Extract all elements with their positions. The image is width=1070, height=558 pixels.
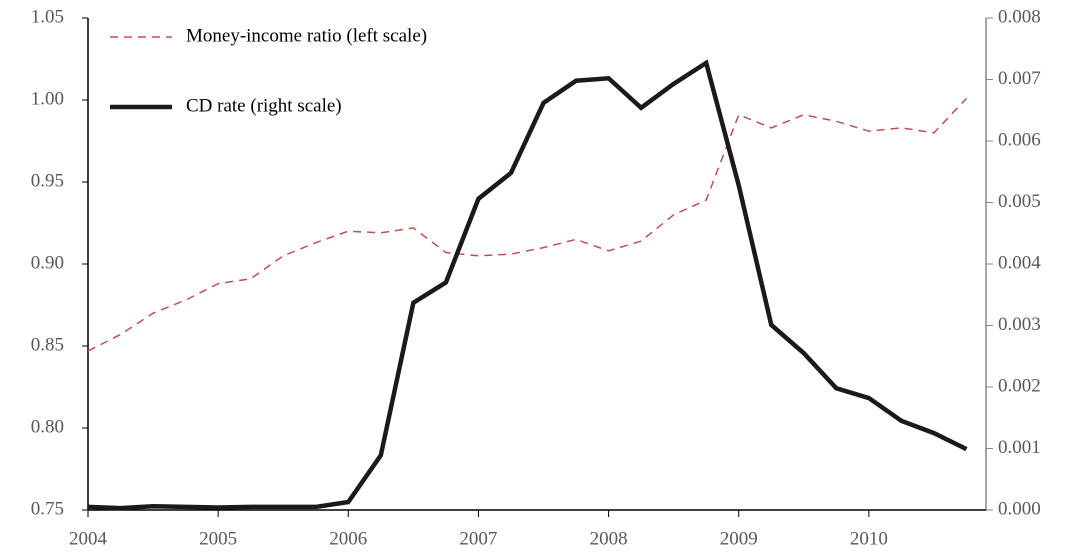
y2-tick-label: 0.004 (998, 252, 1041, 273)
x-tick-label: 2009 (720, 528, 758, 549)
series-line (87, 59, 968, 511)
legend-label: Money-income ratio (left scale) (186, 25, 427, 46)
y-tick-label: 1.00 (31, 88, 64, 109)
y2-tick-label: 0.005 (998, 191, 1041, 212)
x-tick-label: 2004 (69, 528, 108, 549)
series-line (87, 97, 968, 352)
y2-tick-label: 0.003 (998, 314, 1041, 335)
y-tick-label: 0.90 (31, 252, 64, 273)
y2-tick-label: 0.007 (998, 68, 1041, 89)
y2-tick-label: 0.008 (998, 6, 1041, 27)
legend-label: CD rate (right scale) (186, 95, 342, 116)
x-tick-label: 2010 (850, 528, 888, 549)
y-tick-label: 1.05 (31, 6, 64, 27)
y-tick-label: 0.95 (31, 170, 64, 191)
x-tick-label: 2007 (459, 528, 497, 549)
y2-tick-label: 0.006 (998, 129, 1041, 150)
x-tick-label: 2008 (590, 528, 628, 549)
x-tick-label: 2005 (199, 528, 237, 549)
x-tick-label: 2006 (329, 528, 367, 549)
y2-tick-label: 0.000 (998, 498, 1041, 519)
y2-tick-label: 0.001 (998, 437, 1041, 458)
y-tick-label: 0.80 (31, 416, 64, 437)
y-tick-label: 0.85 (31, 334, 64, 355)
y-tick-label: 0.75 (31, 498, 64, 519)
y2-tick-label: 0.002 (998, 375, 1041, 396)
